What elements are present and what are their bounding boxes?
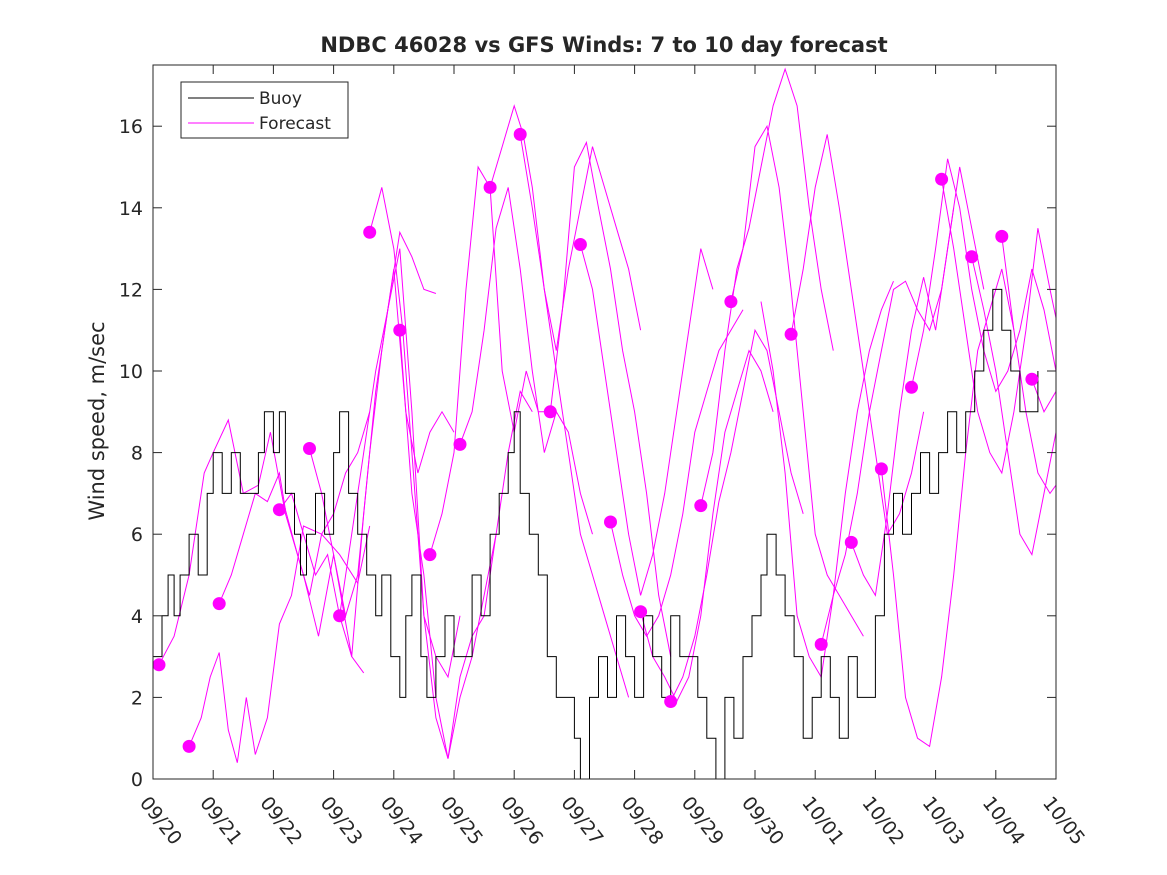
forecast-marker-11 <box>483 180 497 194</box>
buoy-line <box>153 288 1039 779</box>
chart-title: NDBC 46028 vs GFS Winds: 7 to 10 day for… <box>320 33 887 57</box>
forecast-line-11 <box>489 104 630 698</box>
forecast-line-13 <box>549 140 672 657</box>
forecast-marker-7 <box>363 225 377 239</box>
forecast-line-12 <box>519 134 642 351</box>
forecast-line-26 <box>941 179 1056 475</box>
forecast-line-23 <box>850 166 985 597</box>
forecast-line-20 <box>760 281 894 679</box>
forecast-marker-23 <box>874 462 888 476</box>
forecast-marker-5 <box>303 442 316 455</box>
y-axis-label: Wind speed, m/sec <box>85 321 109 520</box>
y-axis: 0 2 4 6 8 10 12 14 16 <box>119 116 1056 791</box>
forecast-marker-3 <box>212 597 226 611</box>
y-tick-label-8: 16 <box>119 116 143 138</box>
forecast-line-17 <box>670 328 804 702</box>
y-tick-label-5: 10 <box>119 361 143 383</box>
forecast-line-3 <box>218 411 371 604</box>
forecast-line-16 <box>640 349 774 703</box>
forecast-line-6 <box>339 248 461 679</box>
forecast-marker-6 <box>333 609 347 623</box>
forecast-marker-18 <box>694 499 708 513</box>
legend-buoy-label: Buoy <box>259 89 302 109</box>
forecast-marker-21 <box>814 637 828 651</box>
forecast-marker-26 <box>965 250 979 264</box>
forecast-line-19 <box>730 124 864 637</box>
forecast-marker-16 <box>634 605 648 619</box>
forecast-marker-12 <box>513 127 527 141</box>
forecast-marker-27 <box>995 229 1009 243</box>
y-tick-label-0: 0 <box>131 769 143 791</box>
axes-box <box>152 64 1057 780</box>
y-tick-label-2: 4 <box>131 606 143 628</box>
series-layer <box>153 67 1056 779</box>
y-tick-label-4: 8 <box>131 443 143 465</box>
forecast-marker-20 <box>784 327 798 341</box>
forecast-line-29 <box>1031 379 1056 413</box>
plot-area <box>153 67 1056 779</box>
legend-box <box>180 81 349 139</box>
forecast-line-24 <box>880 268 1015 748</box>
forecast-marker-15 <box>604 515 617 529</box>
forecast-line-2 <box>188 525 371 763</box>
forecast-line-18 <box>700 67 834 506</box>
forecast-marker-22 <box>844 535 858 549</box>
forecast-line-14 <box>579 244 714 596</box>
forecast-marker-17 <box>664 695 678 708</box>
forecast-marker-25 <box>935 172 949 186</box>
forecast-line-28 <box>1001 236 1056 495</box>
forecast-line-7 <box>369 187 497 759</box>
legend-forecast-label: Forecast <box>259 114 331 134</box>
y-tick-label-6: 12 <box>119 279 143 301</box>
forecast-marker-28 <box>1025 372 1039 386</box>
forecast-marker-24 <box>905 380 918 394</box>
y-tick-label-3: 6 <box>131 524 143 546</box>
forecast-marker-9 <box>423 548 437 562</box>
y-tick-label-1: 2 <box>131 687 143 709</box>
legend: Buoy Forecast <box>180 81 349 139</box>
forecast-line-27 <box>971 256 1056 556</box>
forecast-marker-2 <box>182 739 196 753</box>
forecast-line-10 <box>459 187 593 535</box>
y-tick-label-7: 14 <box>119 198 143 220</box>
forecast-marker-1 <box>153 658 166 672</box>
forecast-marker-19 <box>724 295 738 309</box>
forecast-line-15 <box>610 309 744 638</box>
forecast-marker-8 <box>393 323 407 337</box>
forecast-marker-13 <box>543 405 557 419</box>
forecast-marker-4 <box>272 503 286 517</box>
forecast-marker-10 <box>453 437 467 451</box>
forecast-marker-14 <box>573 238 587 251</box>
forecast-line-21 <box>790 134 925 536</box>
forecast-line-22 <box>820 207 955 645</box>
